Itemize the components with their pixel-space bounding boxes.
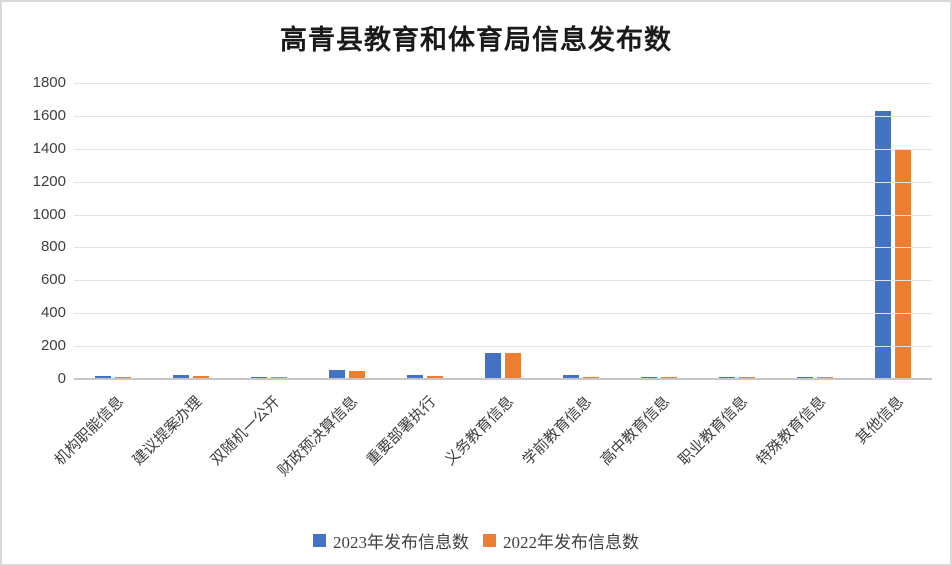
bar-2022年-建议提案办理	[193, 375, 209, 379]
bar-group-11	[854, 83, 932, 379]
x-category-anchor-6: 义务教育信息	[442, 391, 593, 469]
bar-2022年-重要部署执行	[427, 375, 443, 379]
x-category-anchor-3: 双随机一公开	[208, 391, 359, 469]
x-category-label-5: 重要部署执行	[364, 393, 440, 469]
bar-group-1	[74, 83, 152, 379]
bar-2022年-义务教育信息	[505, 352, 521, 379]
bar-group-6	[464, 83, 542, 379]
gridline-1600	[74, 115, 932, 117]
legend-swatch-2023-icon	[313, 534, 326, 547]
bar-2023年-特殊教育信息	[797, 376, 813, 379]
chart-title: 高青县教育和体育局信息发布数	[280, 25, 672, 55]
bar-2022年-财政预决算信息	[349, 370, 365, 379]
x-category-label-7: 学前教育信息	[520, 393, 596, 469]
y-tick-label-600: 600	[40, 271, 66, 289]
bar-2023年-职业教育信息	[719, 376, 735, 379]
y-tick-label-1400: 1400	[32, 139, 66, 157]
legend-label-2023: 2023年发布信息数	[333, 533, 469, 552]
bar-group-8	[620, 83, 698, 379]
gridline-800	[74, 247, 932, 249]
x-category-label-10: 特殊教育信息	[754, 393, 830, 469]
gridline-400	[74, 313, 932, 315]
x-category-label-11: 其他信息	[853, 393, 908, 448]
bar-group-9	[698, 83, 776, 379]
gridline-200	[74, 346, 932, 348]
x-category-label-1: 机构职能信息	[52, 393, 128, 469]
x-category-label-9: 职业教育信息	[676, 393, 752, 469]
gridline-1000	[74, 214, 932, 216]
x-category-label-4: 财政预决算信息	[275, 393, 362, 480]
bar-2023年-其他信息	[875, 110, 891, 379]
y-tick-label-1600: 1600	[32, 106, 66, 124]
x-category-anchor-10: 特殊教育信息	[754, 391, 905, 469]
gridline-600	[74, 280, 932, 282]
bar-group-2	[152, 83, 230, 379]
x-category-label-6: 义务教育信息	[442, 393, 518, 469]
bar-2023年-高中教育信息	[641, 376, 657, 379]
y-tick-label-200: 200	[40, 337, 66, 355]
bar-group-3	[230, 83, 308, 379]
legend-item-2023: 2023年发布信息数	[313, 528, 469, 553]
legend: 2023年发布信息数 2022年发布信息数	[2, 528, 950, 553]
bar-2023年-学前教育信息	[563, 374, 579, 379]
bar-2023年-财政预决算信息	[329, 369, 345, 379]
bar-2023年-义务教育信息	[485, 352, 501, 379]
x-category-anchor-11: 其他信息	[853, 391, 950, 448]
gridline-1400	[74, 148, 932, 150]
x-category-label-3: 双随机一公开	[208, 393, 284, 469]
y-tick-label-0: 0	[57, 370, 66, 387]
gridline-1800	[74, 83, 932, 84]
bar-groups	[74, 83, 932, 379]
legend-label-2022: 2022年发布信息数	[503, 533, 639, 552]
legend-swatch-2022-icon	[483, 534, 496, 547]
x-axis-category-labels: 机构职能信息 建议提案办理 双随机一公开 财政预决算信息 重要部署执行 义务教育信息 学前教…	[52, 391, 932, 511]
y-tick-label-1800: 1800	[32, 74, 66, 91]
legend-item-2022: 2022年发布信息数	[483, 528, 639, 553]
y-tick-label-800: 800	[40, 238, 66, 256]
bar-group-4	[308, 83, 386, 379]
y-tick-label-1200: 1200	[32, 172, 66, 190]
bar-group-5	[386, 83, 464, 379]
x-category-anchor-8: 高中教育信息	[598, 391, 749, 469]
bar-2022年-其他信息	[895, 148, 911, 379]
x-category-anchor-5: 重要部署执行	[364, 391, 515, 469]
bar-2023年-建议提案办理	[173, 375, 189, 379]
y-tick-label-400: 400	[40, 304, 66, 322]
plot-area	[74, 83, 932, 380]
bar-group-10	[776, 83, 854, 379]
x-category-anchor-9: 职业教育信息	[676, 391, 827, 469]
gridline-1200	[74, 181, 932, 183]
x-category-anchor-2: 建议提案办理	[130, 391, 281, 469]
x-category-anchor-7: 学前教育信息	[520, 391, 671, 469]
bar-2023年-重要部署执行	[407, 374, 423, 379]
bar-group-7	[542, 83, 620, 379]
gridline-0	[74, 378, 932, 380]
x-category-anchor-4: 财政预决算信息	[276, 391, 452, 480]
x-category-anchor-1: 机构职能信息	[52, 391, 203, 469]
x-category-label-8: 高中教育信息	[598, 393, 674, 469]
bar-2023年-机构职能信息	[95, 375, 111, 379]
x-category-label-2: 建议提案办理	[130, 393, 206, 469]
y-tick-label-1000: 1000	[32, 205, 66, 223]
